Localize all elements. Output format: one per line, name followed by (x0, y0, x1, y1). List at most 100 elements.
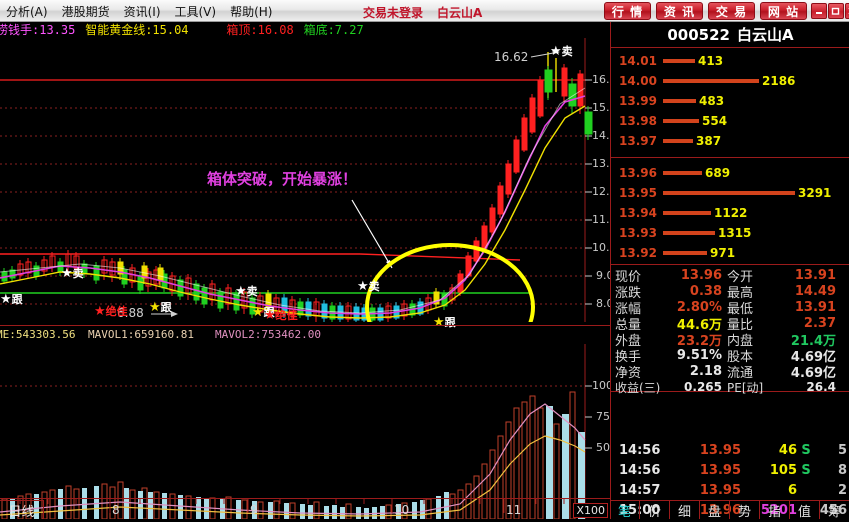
volume-ma1-curve (0, 435, 586, 517)
volume-multiplier-label: X100 (573, 503, 608, 518)
depth-row[interactable]: 13.98 554 (611, 111, 849, 130)
nav-button-website[interactable]: 网 站 (760, 2, 807, 20)
depth-volume: 413 (698, 53, 724, 68)
depth-row[interactable]: 13.92 971 (611, 243, 849, 262)
close-icon[interactable] (845, 3, 849, 19)
depth-row[interactable]: 14.00 2186 (611, 71, 849, 90)
tab-dayline[interactable]: 日线 (0, 500, 44, 520)
tab-zhi2[interactable]: 值 (790, 500, 820, 520)
tick-volume: 6 (787, 482, 797, 498)
kline-pane[interactable]: 16.00 15.00 14.00 13.00 12.00 11.00 10.0… (0, 22, 610, 329)
chart-area[interactable]: 捞钱手:13.35 智能黄金线:15.04 箱顶:16.08 箱底:7.27 (0, 22, 610, 519)
depth-price: 13.99 (619, 93, 657, 108)
tick-time: 14:56 (619, 462, 661, 478)
quote-label: 流通 (727, 365, 754, 381)
menu-item-information[interactable]: 资讯(I) (123, 5, 161, 19)
vol-axis-label-1: 7500 (596, 410, 610, 423)
volume-ma-1: MAVOL1:659160.81 (88, 328, 194, 341)
quote-row: 总量 44.6万 量比 2.37 (611, 314, 849, 333)
quote-value: 2.80% (676, 299, 722, 315)
tick-row[interactable]: 14:56 13.95 105 S 8 (611, 460, 849, 480)
nav-button-news[interactable]: 资 讯 (656, 2, 703, 20)
depth-price: 13.98 (619, 113, 657, 128)
tab-xi[interactable]: 细 (670, 500, 700, 520)
volume-indicator-header: ME:543303.56 MAVOL1:659160.81 MAVOL2:753… (0, 325, 610, 342)
tab-zhi[interactable]: 指 (760, 500, 790, 520)
restore-icon[interactable] (828, 3, 844, 19)
signal-marker-sell-4: ★卖 (550, 44, 573, 59)
quote-label: 现价 (615, 269, 642, 285)
depth-bar (663, 250, 707, 255)
x-axis-label-3: 11 (506, 503, 522, 517)
annotation-arrow (351, 199, 393, 269)
tick-list[interactable]: 14:56 13.95 46 S 5 14:56 13.95 105 S 8 1… (611, 440, 849, 522)
quote-label: 今开 (727, 269, 754, 285)
tick-row[interactable]: 14:57 13.95 6 2 (611, 480, 849, 500)
quote-value: 44.6万 (676, 317, 722, 333)
stock-code: 000522 (667, 25, 730, 44)
menu-item-analysis[interactable]: 分析(A) (6, 5, 48, 19)
y-axis-label-7: 9.00 (596, 269, 610, 282)
depth-volume: 554 (702, 113, 728, 128)
nav-button-trade[interactable]: 交 易 (708, 2, 755, 20)
kline-svg (0, 38, 593, 322)
x-axis: 8 9 10 11 (0, 498, 610, 519)
volume-svg (0, 344, 592, 519)
quote-label: 股本 (727, 349, 754, 365)
volume-pane[interactable]: 10000 7500 5000 X100 (0, 344, 610, 519)
order-book-depth[interactable]: 14.01 413 14.00 2186 13.99 483 13.98 554… (611, 49, 849, 263)
ma-line-white (0, 87, 586, 314)
depth-price: 13.95 (619, 185, 657, 200)
quote-value: 9.51% (676, 347, 722, 363)
depth-row[interactable]: 13.99 483 (611, 91, 849, 110)
tick-side: S (801, 462, 811, 478)
tick-price: 13.95 (699, 482, 741, 498)
menu-item-tools[interactable]: 工具(V) (174, 5, 217, 19)
y-axis-label-6: 10.00 (592, 241, 610, 254)
bottom-tab-bar[interactable]: 笔 价 细 盘 势 指 值 筹 (610, 500, 849, 520)
depth-volume: 3291 (798, 185, 832, 200)
quote-value: 4.69亿 (790, 365, 836, 381)
menu-item-hk-futures[interactable]: 港股期货 (61, 5, 110, 19)
quote-value: 0.265 (684, 380, 722, 394)
signal-marker-sell-1: ★卖 (61, 266, 84, 281)
tab-bi[interactable]: 笔 (610, 500, 640, 520)
y-axis-label-8: 8.00 (596, 297, 610, 310)
depth-row[interactable]: 13.96 689 (611, 163, 849, 182)
minimize-icon[interactable] (811, 3, 827, 19)
depth-row[interactable]: 13.97 387 (611, 131, 849, 150)
tab-jia[interactable]: 价 (640, 500, 670, 520)
nav-button-quotes[interactable]: 行 情 (604, 2, 651, 20)
signal-marker-sell-2: ★卖 (235, 284, 258, 299)
x-axis-label-2: 10 (394, 503, 410, 517)
depth-volume: 1122 (714, 205, 748, 220)
quote-value: 2.18 (689, 363, 722, 379)
depth-volume: 483 (699, 93, 725, 108)
tick-price: 13.96 (699, 502, 741, 518)
quote-label: 净资 (615, 365, 642, 381)
quote-row: 外盘 23.2万 内盘 21.4万 (611, 330, 849, 349)
depth-divider (611, 157, 849, 158)
quote-label: 涨跌 (615, 285, 642, 301)
depth-price: 13.92 (619, 245, 657, 260)
right-panel[interactable]: 000522 白云山A 14.01 413 14.00 2186 13.99 4… (610, 22, 849, 519)
tick-row[interactable]: 14:56 13.95 46 S 5 (611, 440, 849, 460)
tab-chou[interactable]: 筹 (820, 500, 849, 520)
ma-line-yellow (0, 105, 586, 319)
ma-line-magenta (0, 95, 586, 315)
signal-marker-follow-3: ★跟 (252, 305, 275, 320)
vol-axis-label-2: 5000 (596, 441, 610, 454)
tab-shi[interactable]: 势 (730, 500, 760, 520)
depth-row[interactable]: 13.95 3291 (611, 183, 849, 202)
signal-marker-excellent-2: ★绝佳 (264, 308, 298, 323)
y-axis-label-0: 16.00 (592, 73, 610, 86)
tab-pan[interactable]: 盘 (700, 500, 730, 520)
depth-price: 14.00 (619, 73, 657, 88)
depth-volume: 387 (696, 133, 722, 148)
depth-row[interactable]: 14.01 413 (611, 51, 849, 70)
depth-price: 14.01 (619, 53, 657, 68)
menu-item-help[interactable]: 帮助(H) (230, 5, 273, 19)
quote-label: 量比 (727, 317, 754, 333)
depth-row[interactable]: 13.93 1315 (611, 223, 849, 242)
depth-row[interactable]: 13.94 1122 (611, 203, 849, 222)
